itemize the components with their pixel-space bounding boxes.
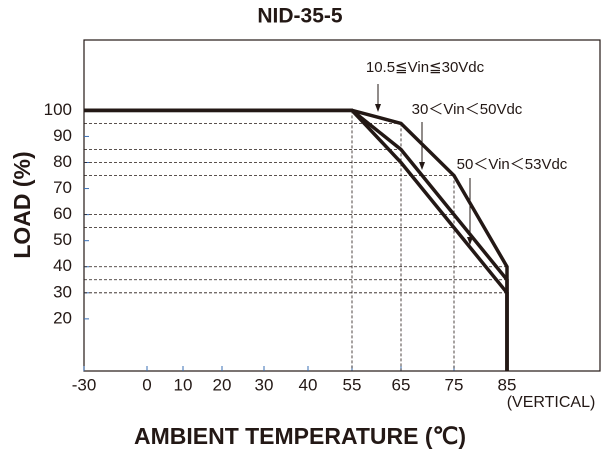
arrow-head bbox=[467, 237, 473, 245]
x-tick-label: 30 bbox=[255, 375, 274, 394]
y-tick-label: 100 bbox=[44, 100, 72, 119]
y-axis-label: LOAD (%) bbox=[9, 151, 35, 258]
y-tick-label: 80 bbox=[53, 152, 72, 171]
x-tick-label: 0 bbox=[142, 375, 151, 394]
arrow-head bbox=[419, 162, 425, 170]
x-axis-label: AMBIENT TEMPERATURE (℃) bbox=[134, 423, 466, 449]
series-label: 10.5≦Vin≦30Vdc bbox=[366, 59, 485, 76]
x-tick-label: 85 bbox=[498, 375, 517, 394]
y-tick-label: 70 bbox=[53, 178, 72, 197]
chart-title: NID-35-5 bbox=[257, 5, 343, 28]
y-tick-label: 40 bbox=[53, 256, 72, 275]
y-tick-label: 50 bbox=[53, 230, 72, 249]
y-tick-label: 60 bbox=[53, 204, 72, 223]
x-tick-label: 20 bbox=[213, 375, 232, 394]
x-tick-label: 55 bbox=[343, 375, 362, 394]
arrow-head bbox=[375, 104, 381, 112]
x-tick-label: 65 bbox=[392, 375, 411, 394]
series-label: 50＜Vin＜53Vdc bbox=[457, 156, 568, 173]
series-label: 30＜Vin＜50Vdc bbox=[412, 101, 523, 118]
annotation: (VERTICAL) bbox=[507, 394, 596, 411]
series-line bbox=[84, 108, 509, 371]
y-tick-label: 20 bbox=[53, 308, 72, 327]
plot-frame bbox=[83, 39, 601, 372]
x-tick-label: 10 bbox=[174, 375, 193, 394]
y-tick-label: 30 bbox=[53, 282, 72, 301]
y-tick-label: 90 bbox=[53, 126, 72, 145]
x-tick-label: -30 bbox=[72, 375, 97, 394]
x-tick-label: 40 bbox=[299, 375, 318, 394]
x-tick-label: 75 bbox=[445, 375, 464, 394]
